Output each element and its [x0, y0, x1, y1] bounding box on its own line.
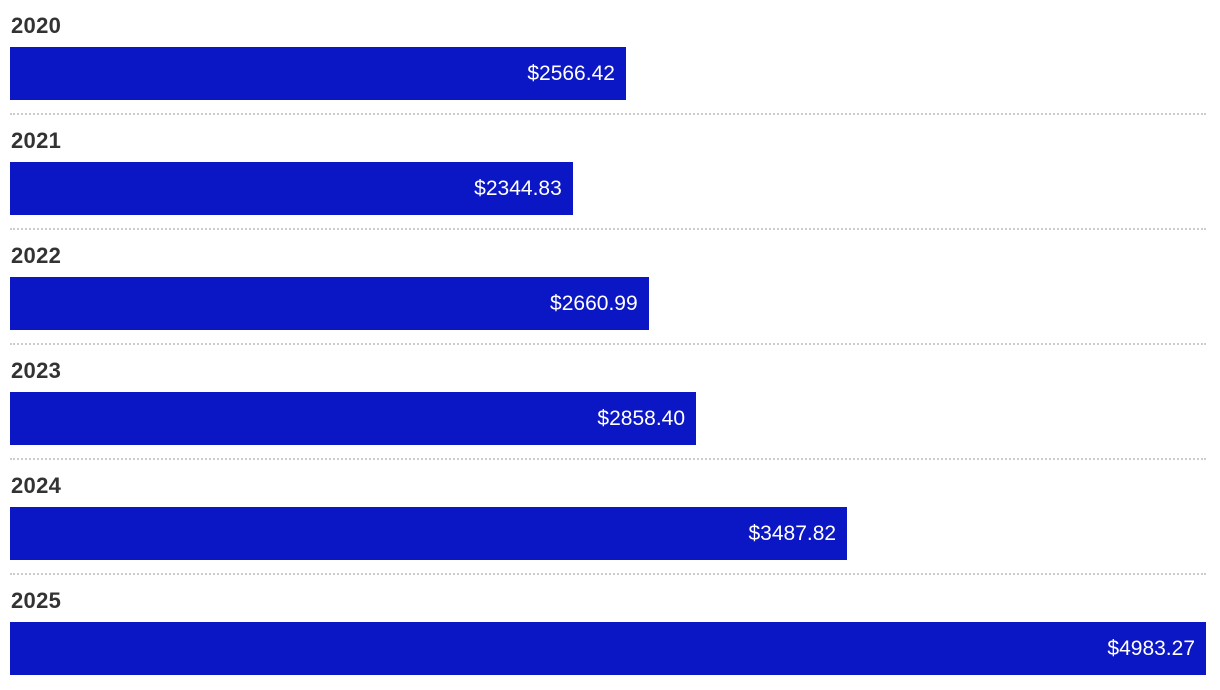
- bar: $2566.42: [10, 47, 626, 100]
- year-label: 2021: [11, 128, 62, 153]
- bar-value-label: $2660.99: [550, 291, 638, 315]
- bar: $2660.99: [10, 277, 649, 330]
- chart-row: 2020 $2566.42: [10, 0, 1206, 115]
- bar-value-label: $2858.40: [597, 406, 686, 430]
- year-label: 2023: [11, 358, 62, 383]
- bar-value-label: $3487.82: [748, 521, 837, 545]
- bar-value-label: $4983.27: [1107, 636, 1195, 660]
- bar-value-label: $2566.42: [527, 61, 615, 85]
- chart-row: 2021 $2344.83: [10, 115, 1206, 230]
- bar: $4983.27: [10, 622, 1206, 675]
- chart-row: 2025 $4983.27: [10, 575, 1206, 688]
- chart-row: 2024 $3487.82: [10, 460, 1206, 575]
- chart-row: 2023 $2858.40: [10, 345, 1206, 460]
- bar: $2858.40: [10, 392, 697, 445]
- bar-value-label: $2344.83: [474, 176, 562, 200]
- year-label: 2022: [11, 243, 62, 268]
- bar: $2344.83: [10, 162, 573, 215]
- chart-row: 2022 $2660.99: [10, 230, 1206, 345]
- year-label: 2025: [11, 588, 62, 613]
- year-label: 2024: [11, 473, 62, 498]
- bar: $3487.82: [10, 507, 848, 560]
- year-label: 2020: [11, 13, 62, 38]
